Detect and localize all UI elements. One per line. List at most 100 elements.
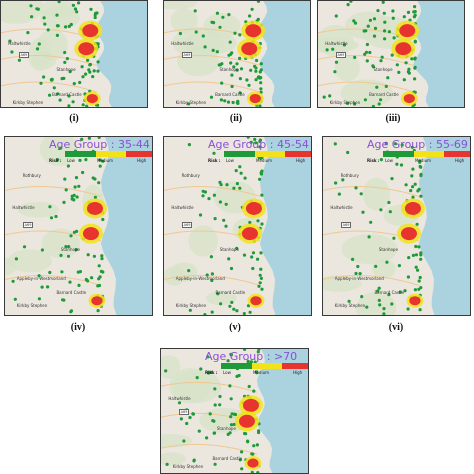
low-risk-point [60, 270, 64, 274]
low-risk-point [259, 267, 263, 271]
low-risk-point [10, 50, 14, 54]
place-label-kirkby: Kirkby Stephen [172, 464, 204, 470]
risk-swatch-high [126, 151, 152, 157]
road-line [161, 443, 258, 455]
low-risk-point [100, 254, 104, 258]
low-risk-point [414, 244, 418, 249]
upland-patch [161, 452, 187, 466]
low-risk-point [97, 283, 102, 288]
low-risk-point [98, 164, 102, 168]
low-risk-point [238, 77, 242, 81]
legend-low-label: Low [226, 158, 234, 163]
low-risk-point [254, 78, 258, 82]
high-risk-zone [241, 42, 258, 56]
low-risk-point [96, 103, 100, 107]
low-risk-point [322, 95, 326, 99]
low-risk-point [13, 297, 17, 301]
low-risk-point [381, 1, 385, 4]
low-risk-point [246, 137, 250, 139]
low-risk-point [259, 172, 263, 176]
low-risk-point [72, 82, 76, 86]
road-line [318, 54, 414, 66]
legend-medium-label: Medium [415, 158, 431, 163]
low-risk-point [371, 104, 375, 107]
low-risk-point [8, 39, 12, 43]
low-risk-point [73, 7, 78, 11]
low-risk-point [37, 274, 41, 278]
legend-medium-label: Medium [97, 158, 113, 163]
low-risk-point [390, 53, 394, 57]
place-label-appleby: Appleby-in-Westmorland [175, 275, 225, 281]
low-risk-point [252, 389, 256, 393]
risk-swatch-high [444, 151, 470, 157]
low-risk-point [419, 257, 423, 261]
place-label-haltwhistle: Haltwhistle [171, 204, 194, 210]
low-risk-point [399, 163, 404, 167]
place-label-rothbury: Rothbury [22, 172, 41, 178]
low-risk-point [229, 61, 233, 65]
low-risk-point [377, 298, 381, 302]
map-panel-iv: Age Group : 35-44 Risk : Low Medium High Ha… [4, 136, 153, 316]
high-risk-zone [409, 296, 421, 306]
low-risk-point [67, 94, 71, 98]
low-risk-point [69, 22, 73, 27]
risk-color-bar [65, 151, 152, 157]
risk-swatch-medium [254, 151, 286, 157]
low-risk-point [416, 268, 420, 272]
low-risk-point [392, 36, 396, 40]
low-risk-point [58, 98, 62, 102]
low-risk-point [67, 24, 71, 28]
low-risk-point [365, 59, 369, 63]
low-risk-point [81, 103, 85, 107]
low-risk-point [36, 7, 40, 11]
low-risk-point [254, 370, 259, 374]
low-risk-point [376, 289, 380, 293]
low-risk-point [415, 222, 419, 226]
low-risk-point [253, 137, 257, 141]
low-risk-point [342, 43, 346, 47]
low-risk-point [58, 146, 62, 150]
sea-area [259, 1, 310, 107]
low-risk-point [97, 137, 101, 139]
low-risk-point [379, 208, 383, 212]
panel-caption-i: (i) [69, 113, 79, 124]
place-label-stanhope: Stanhope [373, 66, 393, 72]
low-risk-point [14, 257, 18, 261]
low-risk-point [347, 299, 351, 303]
low-risk-point [379, 98, 383, 102]
high-risk-zone [238, 414, 255, 428]
place-label-rothbury: Rothbury [181, 172, 200, 178]
low-risk-point [411, 104, 415, 107]
legend-risk-label: Risk : [49, 158, 62, 163]
low-risk-point [417, 279, 421, 283]
low-risk-point [101, 159, 105, 163]
road-line [323, 275, 420, 286]
low-risk-point [62, 200, 66, 204]
low-risk-point [178, 31, 182, 36]
low-risk-point [373, 26, 378, 30]
sea-area [101, 137, 152, 315]
low-risk-point [219, 98, 223, 102]
low-risk-point [402, 78, 406, 82]
low-risk-point [66, 254, 71, 258]
low-risk-point [383, 20, 387, 24]
low-risk-point [56, 24, 60, 28]
low-risk-point [235, 62, 239, 66]
high-risk-zone [400, 227, 417, 241]
low-risk-point [64, 188, 68, 192]
low-risk-point [360, 295, 364, 299]
upland-patch [334, 54, 360, 82]
low-risk-point [259, 251, 263, 255]
low-risk-point [71, 3, 75, 7]
low-risk-point [182, 439, 186, 443]
place-label-haltwhistle: Haltwhistle [330, 204, 353, 210]
low-risk-point [375, 85, 379, 89]
low-risk-point [251, 251, 256, 255]
low-risk-point [66, 164, 70, 168]
low-risk-point [46, 285, 50, 289]
low-risk-point [409, 189, 413, 193]
low-risk-point [69, 310, 73, 314]
low-risk-point [413, 56, 417, 60]
road-line [161, 381, 258, 393]
low-risk-point [206, 371, 211, 375]
